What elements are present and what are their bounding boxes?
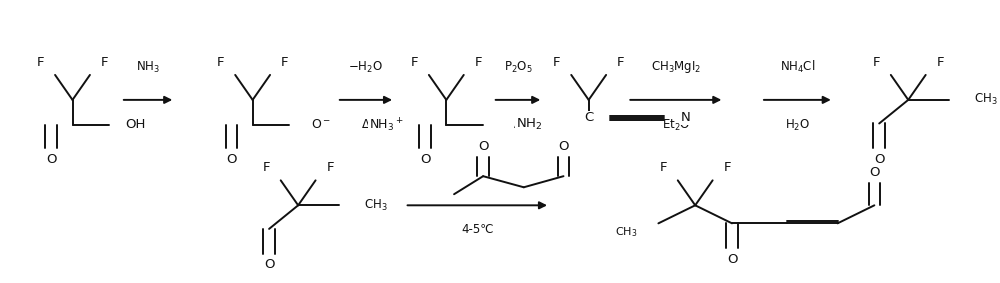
Text: N: N [681,112,690,125]
Text: CH$_3$: CH$_3$ [974,92,998,108]
Text: NH$_3$: NH$_3$ [136,60,160,75]
Text: O: O [558,140,569,153]
Text: F: F [411,56,418,69]
Text: O: O [727,253,737,266]
Text: F: F [475,56,482,69]
Text: Et$_2$O: Et$_2$O [662,118,690,133]
Text: H$_2$O: H$_2$O [785,118,810,133]
Text: Δ: Δ [362,118,370,131]
Text: O: O [264,258,274,271]
Text: F: F [101,56,108,69]
Text: F: F [281,56,288,69]
Text: C: C [584,112,593,125]
Text: O: O [874,153,884,166]
Text: NH$_2$: NH$_2$ [516,117,542,132]
Text: OH: OH [125,118,146,131]
Text: CH$_3$MgI$_2$: CH$_3$MgI$_2$ [651,59,701,75]
Text: CH$_3$: CH$_3$ [364,198,388,213]
Text: F: F [217,56,224,69]
Text: O$^-$: O$^-$ [311,118,331,131]
Text: F: F [553,56,560,69]
Text: O: O [46,153,56,166]
Text: P$_2$O$_5$: P$_2$O$_5$ [504,60,532,75]
Text: F: F [617,56,624,69]
Text: O: O [869,166,880,179]
Text: F: F [723,161,731,174]
Text: 4-5℃: 4-5℃ [461,223,494,236]
Text: F: F [37,56,44,69]
Text: O: O [226,153,237,166]
Text: $-$H$_2$O: $-$H$_2$O [348,60,383,75]
Text: F: F [659,161,667,174]
Text: O: O [420,153,430,166]
Text: NH$_3$$^+$: NH$_3$$^+$ [369,116,403,134]
Text: CH$_3$: CH$_3$ [615,225,637,239]
Text: F: F [262,161,270,174]
Text: F: F [936,56,944,69]
Text: Δ: Δ [514,118,522,131]
Text: F: F [326,161,334,174]
Text: NH$_4$Cl: NH$_4$Cl [780,59,815,75]
Text: O: O [478,140,488,153]
Text: F: F [873,56,880,69]
